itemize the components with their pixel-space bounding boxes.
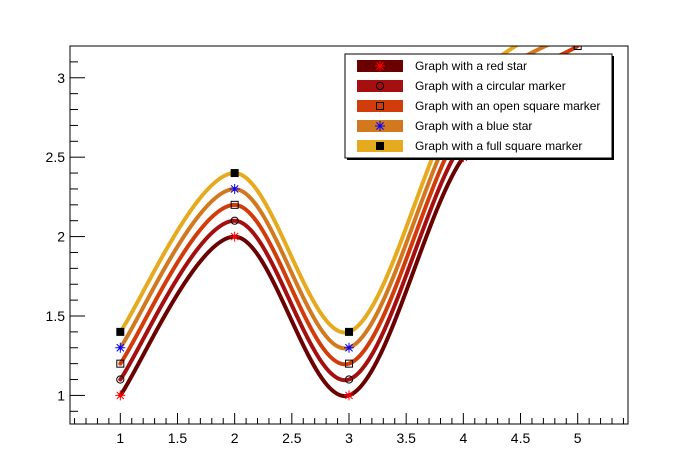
data-point-4-3	[344, 342, 354, 353]
y-tick-label: 3	[57, 70, 65, 86]
data-point-2-2	[230, 216, 239, 225]
data-point-3-1	[116, 359, 125, 368]
y-tick-label: 1.5	[46, 308, 66, 324]
legend-marker	[376, 102, 384, 110]
legend-entry: Graph with a red star	[357, 59, 527, 73]
data-point-3-3	[345, 359, 353, 368]
data-point-3-2	[230, 200, 239, 209]
data-point-4-1	[115, 342, 126, 353]
data-point-5-2	[230, 169, 239, 178]
x-tick-label: 2.5	[282, 430, 302, 446]
legend-entry: Graph with a circular marker	[357, 79, 566, 93]
legend-marker	[375, 61, 385, 71]
legend-entry: Graph with a full square marker	[357, 139, 582, 153]
data-point-3-5	[573, 46, 582, 50]
legend-marker	[375, 81, 385, 91]
legend-label: Graph with a blue star	[415, 119, 532, 133]
x-tick-label: 3.5	[396, 430, 416, 446]
data-point-1-1	[115, 390, 126, 401]
x-tick-label: 5	[574, 430, 582, 446]
y-tick-label: 1	[57, 387, 65, 403]
data-point-1-3	[344, 390, 354, 401]
legend-label: Graph with a full square marker	[415, 139, 582, 153]
x-tick-label: 3	[345, 430, 353, 446]
y-tick-label: 2	[57, 229, 65, 245]
data-point-5-1	[116, 327, 125, 336]
data-point-2-1	[116, 375, 125, 384]
axes-layer: 1 1.5 2 2.5 3 3.5 4 4.5 5 1 1.5 2 2.5 3	[46, 45, 624, 446]
legend-marker	[375, 121, 385, 131]
legend-swatch	[357, 80, 403, 92]
x-tick-label: 2	[231, 430, 239, 446]
data-point-2-3	[344, 375, 354, 384]
legend-label: Graph with a red star	[415, 59, 527, 73]
x-tick-label: 1	[116, 430, 124, 446]
data-point-4-2	[229, 183, 240, 194]
legend-entry: Graph with a blue star	[357, 119, 532, 133]
data-point-5-3	[345, 327, 353, 336]
legend: Graph with a red star Graph with a circul…	[344, 53, 614, 160]
x-tick-label: 4	[459, 430, 467, 446]
data-point-1-2	[229, 231, 240, 242]
x-tick-label: 1.5	[168, 430, 188, 446]
y-tick-label: 2.5	[46, 149, 66, 165]
legend-label: Graph with an open square marker	[415, 99, 600, 113]
x-tick-label: 4.5	[511, 430, 531, 446]
legend-swatch	[357, 100, 403, 112]
legend-entry: Graph with an open square marker	[357, 99, 600, 113]
legend-marker	[376, 142, 384, 150]
legend-label: Graph with a circular marker	[415, 79, 566, 93]
